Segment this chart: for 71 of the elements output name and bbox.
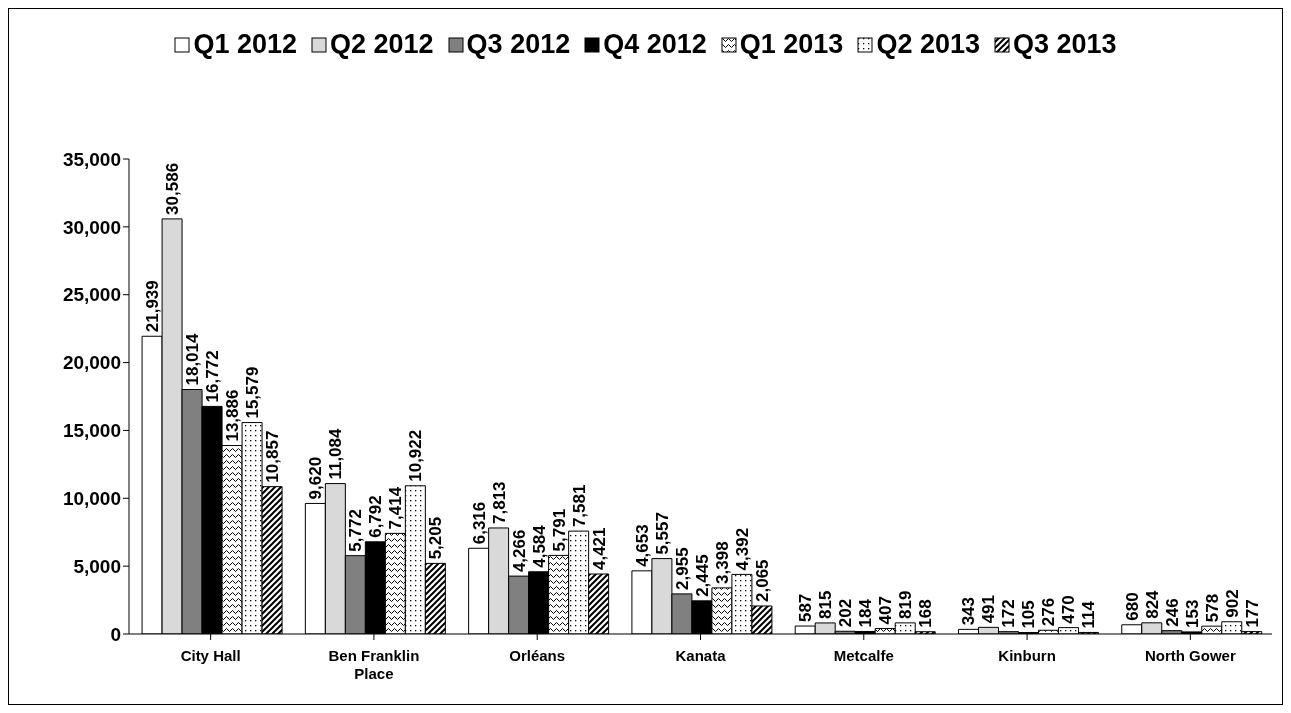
data-label: 578 [1202, 593, 1222, 623]
y-tick-label: 20,000 [62, 352, 121, 374]
data-label: 13,886 [223, 389, 243, 442]
x-tick-label: Kinburn [998, 647, 1056, 664]
legend-label: Q2 2013 [875, 29, 980, 60]
data-label: 15,579 [243, 366, 263, 419]
data-label: 407 [876, 596, 896, 625]
data-label: 6,316 [469, 501, 489, 545]
legend-label: Q2 2012 [329, 29, 434, 60]
data-label: 5,791 [549, 508, 569, 552]
x-tick-label: Kanata [675, 647, 727, 664]
data-label: 4,392 [732, 527, 752, 571]
y-tick-label: 30,000 [62, 216, 121, 238]
data-label: 7,581 [569, 484, 589, 528]
data-label: 11,084 [326, 427, 346, 480]
data-label: 7,813 [489, 481, 509, 524]
data-label: 184 [856, 598, 876, 628]
data-label: 5,557 [652, 512, 672, 555]
legend-label: Q4 2012 [602, 29, 707, 60]
x-tick-label: Ben Franklin Place [328, 647, 420, 682]
data-label: 21,939 [143, 280, 163, 333]
data-label: 10,857 [263, 430, 283, 483]
data-label: 114 [1079, 600, 1099, 629]
y-tick-label: 0 [110, 623, 121, 645]
data-label: 4,584 [529, 524, 549, 568]
y-tick-label: 10,000 [62, 488, 121, 510]
data-label: 470 [1059, 595, 1079, 624]
legend-label: Q3 2012 [465, 29, 571, 60]
data-label: 153 [1182, 599, 1202, 628]
data-label: 172 [999, 599, 1019, 628]
data-label: 815 [816, 590, 836, 619]
data-label: 246 [1162, 598, 1182, 627]
x-tick-label: City Hall [180, 647, 241, 664]
legend-label: Q1 2012 [192, 29, 298, 60]
x-tick-label: Orléans [509, 647, 566, 664]
y-tick-label: 15,000 [62, 420, 121, 442]
data-label: 18,014 [183, 332, 203, 386]
data-label: 2,955 [672, 547, 692, 590]
data-label: 491 [979, 594, 999, 624]
y-tick-label: 5,000 [73, 555, 121, 577]
data-label: 2,065 [752, 559, 772, 602]
data-label: 168 [916, 599, 936, 628]
y-tick-label: 25,000 [62, 284, 121, 306]
legend-label: Q3 2013 [1012, 29, 1117, 60]
legend-label: Q1 2013 [738, 29, 844, 60]
data-label: 680 [1122, 592, 1142, 621]
data-label: 5,772 [346, 509, 366, 552]
data-label: 4,653 [632, 524, 652, 567]
y-tick-label: 35,000 [62, 148, 121, 170]
x-tick-label: Metcalfe [833, 647, 894, 664]
data-label: 4,266 [509, 529, 529, 573]
data-label: 105 [1019, 600, 1039, 629]
data-label: 202 [836, 598, 856, 628]
x-tick-label: North Gower [1144, 647, 1236, 664]
data-label: 819 [896, 590, 916, 619]
data-label: 3,398 [712, 541, 732, 584]
data-label: 276 [1039, 597, 1059, 627]
data-label: 5,205 [426, 516, 446, 560]
data-label: 177 [1242, 599, 1262, 628]
data-label: 30,586 [163, 162, 183, 215]
data-label: 7,414 [386, 486, 406, 530]
data-label: 9,620 [306, 456, 326, 500]
data-label: 824 [1142, 589, 1162, 619]
data-label: 6,792 [366, 495, 386, 538]
data-label: 587 [796, 593, 816, 623]
data-label: 10,922 [406, 429, 426, 482]
data-label: 902 [1222, 589, 1242, 618]
data-label: 343 [959, 596, 979, 626]
data-label: 4,421 [589, 527, 609, 570]
data-label: 16,772 [203, 350, 223, 403]
data-label: 2,445 [692, 554, 712, 597]
